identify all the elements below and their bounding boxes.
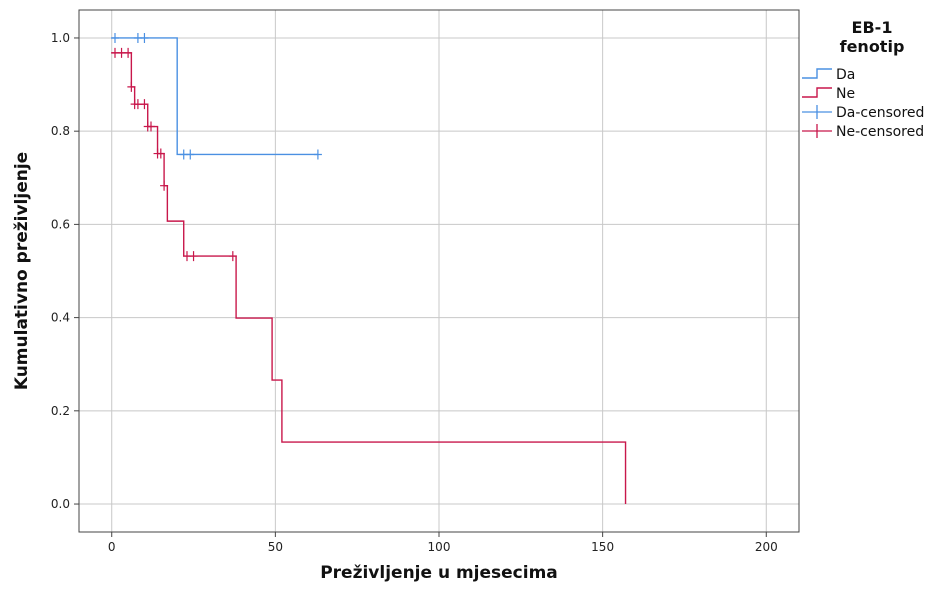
y-tick-label-4: 0.8 xyxy=(51,124,70,138)
legend-label-da: Da xyxy=(836,67,855,83)
series-ne-censor-mark-2 xyxy=(124,47,133,58)
legend-entries: Da Ne Da-censored Ne-censored xyxy=(802,67,924,140)
legend-swatch-da xyxy=(802,68,832,79)
series-da-censor-mark-0 xyxy=(111,32,119,43)
legend-swatch-ne xyxy=(802,87,832,98)
series-da-censor-mark-4 xyxy=(186,149,195,160)
x-tick-label-1: 50 xyxy=(268,540,283,554)
series-ne-censor-mark-11 xyxy=(160,180,169,191)
x-tick-label-3: 150 xyxy=(591,540,614,554)
series-da-censor-mark-5 xyxy=(313,149,322,160)
x-tick-label-4: 200 xyxy=(755,540,778,554)
y-axis-label: Kumulativno preživljenje xyxy=(12,152,32,390)
y-axis-ticks: 0.0 0.2 0.4 0.6 0.8 1.0 xyxy=(51,31,79,511)
series-layer xyxy=(111,32,627,505)
series-ne-censor-mark-14 xyxy=(228,251,237,262)
series-ne-censor-mark-3 xyxy=(127,81,136,92)
legend-label-ne: Ne xyxy=(836,86,855,102)
legend-label-da-censored: Da-censored xyxy=(836,105,924,121)
series-ne-censor-mark-6 xyxy=(140,99,149,110)
series-da-censor-mark-2 xyxy=(140,32,149,43)
y-tick-label-2: 0.4 xyxy=(51,311,70,325)
legend-label-ne-censored: Ne-censored xyxy=(836,124,924,140)
y-tick-label-3: 0.6 xyxy=(51,217,70,231)
gridlines xyxy=(79,10,799,532)
y-tick-label-5: 1.0 xyxy=(51,31,70,45)
legend: EB-1 fenotip Da Ne Da-censored Ne-censored xyxy=(802,18,924,140)
y-tick-label-0: 0.0 xyxy=(51,497,70,511)
x-tick-label-0: 0 xyxy=(108,540,116,554)
legend-swatch-da-censored xyxy=(802,105,832,119)
x-tick-label-2: 100 xyxy=(428,540,451,554)
legend-title-line-1: EB-1 xyxy=(852,18,893,37)
y-tick-label-1: 0.2 xyxy=(51,404,70,418)
x-axis-ticks: 0 50 100 150 200 xyxy=(108,532,778,554)
x-axis-label: Preživljenje u mjesecima xyxy=(320,563,558,583)
legend-swatch-ne-censored xyxy=(802,124,832,138)
series-ne-censor-mark-10 xyxy=(156,148,165,159)
series-ne-censor-mark-8 xyxy=(147,121,155,132)
legend-title-line-2: fenotip xyxy=(840,37,905,56)
series-ne-censor-mark-13 xyxy=(189,251,198,262)
